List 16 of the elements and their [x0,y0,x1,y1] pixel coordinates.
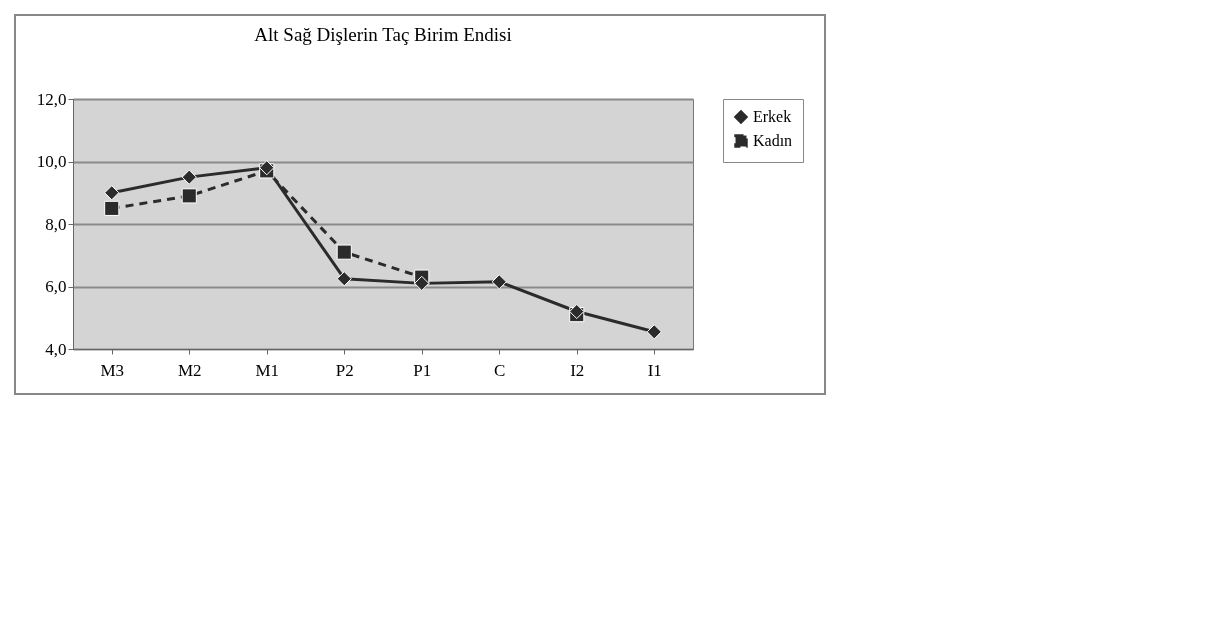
x-tick-label: M1 [255,360,280,380]
legend-label: Kadın [753,132,793,149]
x-tick-label: P2 [335,360,354,380]
x-tick-label: M3 [100,360,125,380]
y-tick-label: 8,0 [45,214,67,234]
x-tick-label: I2 [570,360,585,380]
x-tick-label: C [494,360,506,380]
y-tick-label: 10,0 [36,152,67,171]
x-tick-label: M2 [177,360,202,380]
x-tick-label: P1 [413,360,432,380]
chart-title: Alt Sağ Dişlerin Taç Birim Endisi [254,24,512,45]
y-tick-label: 4,0 [45,339,67,359]
y-tick-label: 12,0 [36,89,67,109]
y-tick-label: 6,0 [45,277,67,296]
x-tick-label: I1 [647,360,662,380]
legend-label: Erkek [753,108,792,125]
